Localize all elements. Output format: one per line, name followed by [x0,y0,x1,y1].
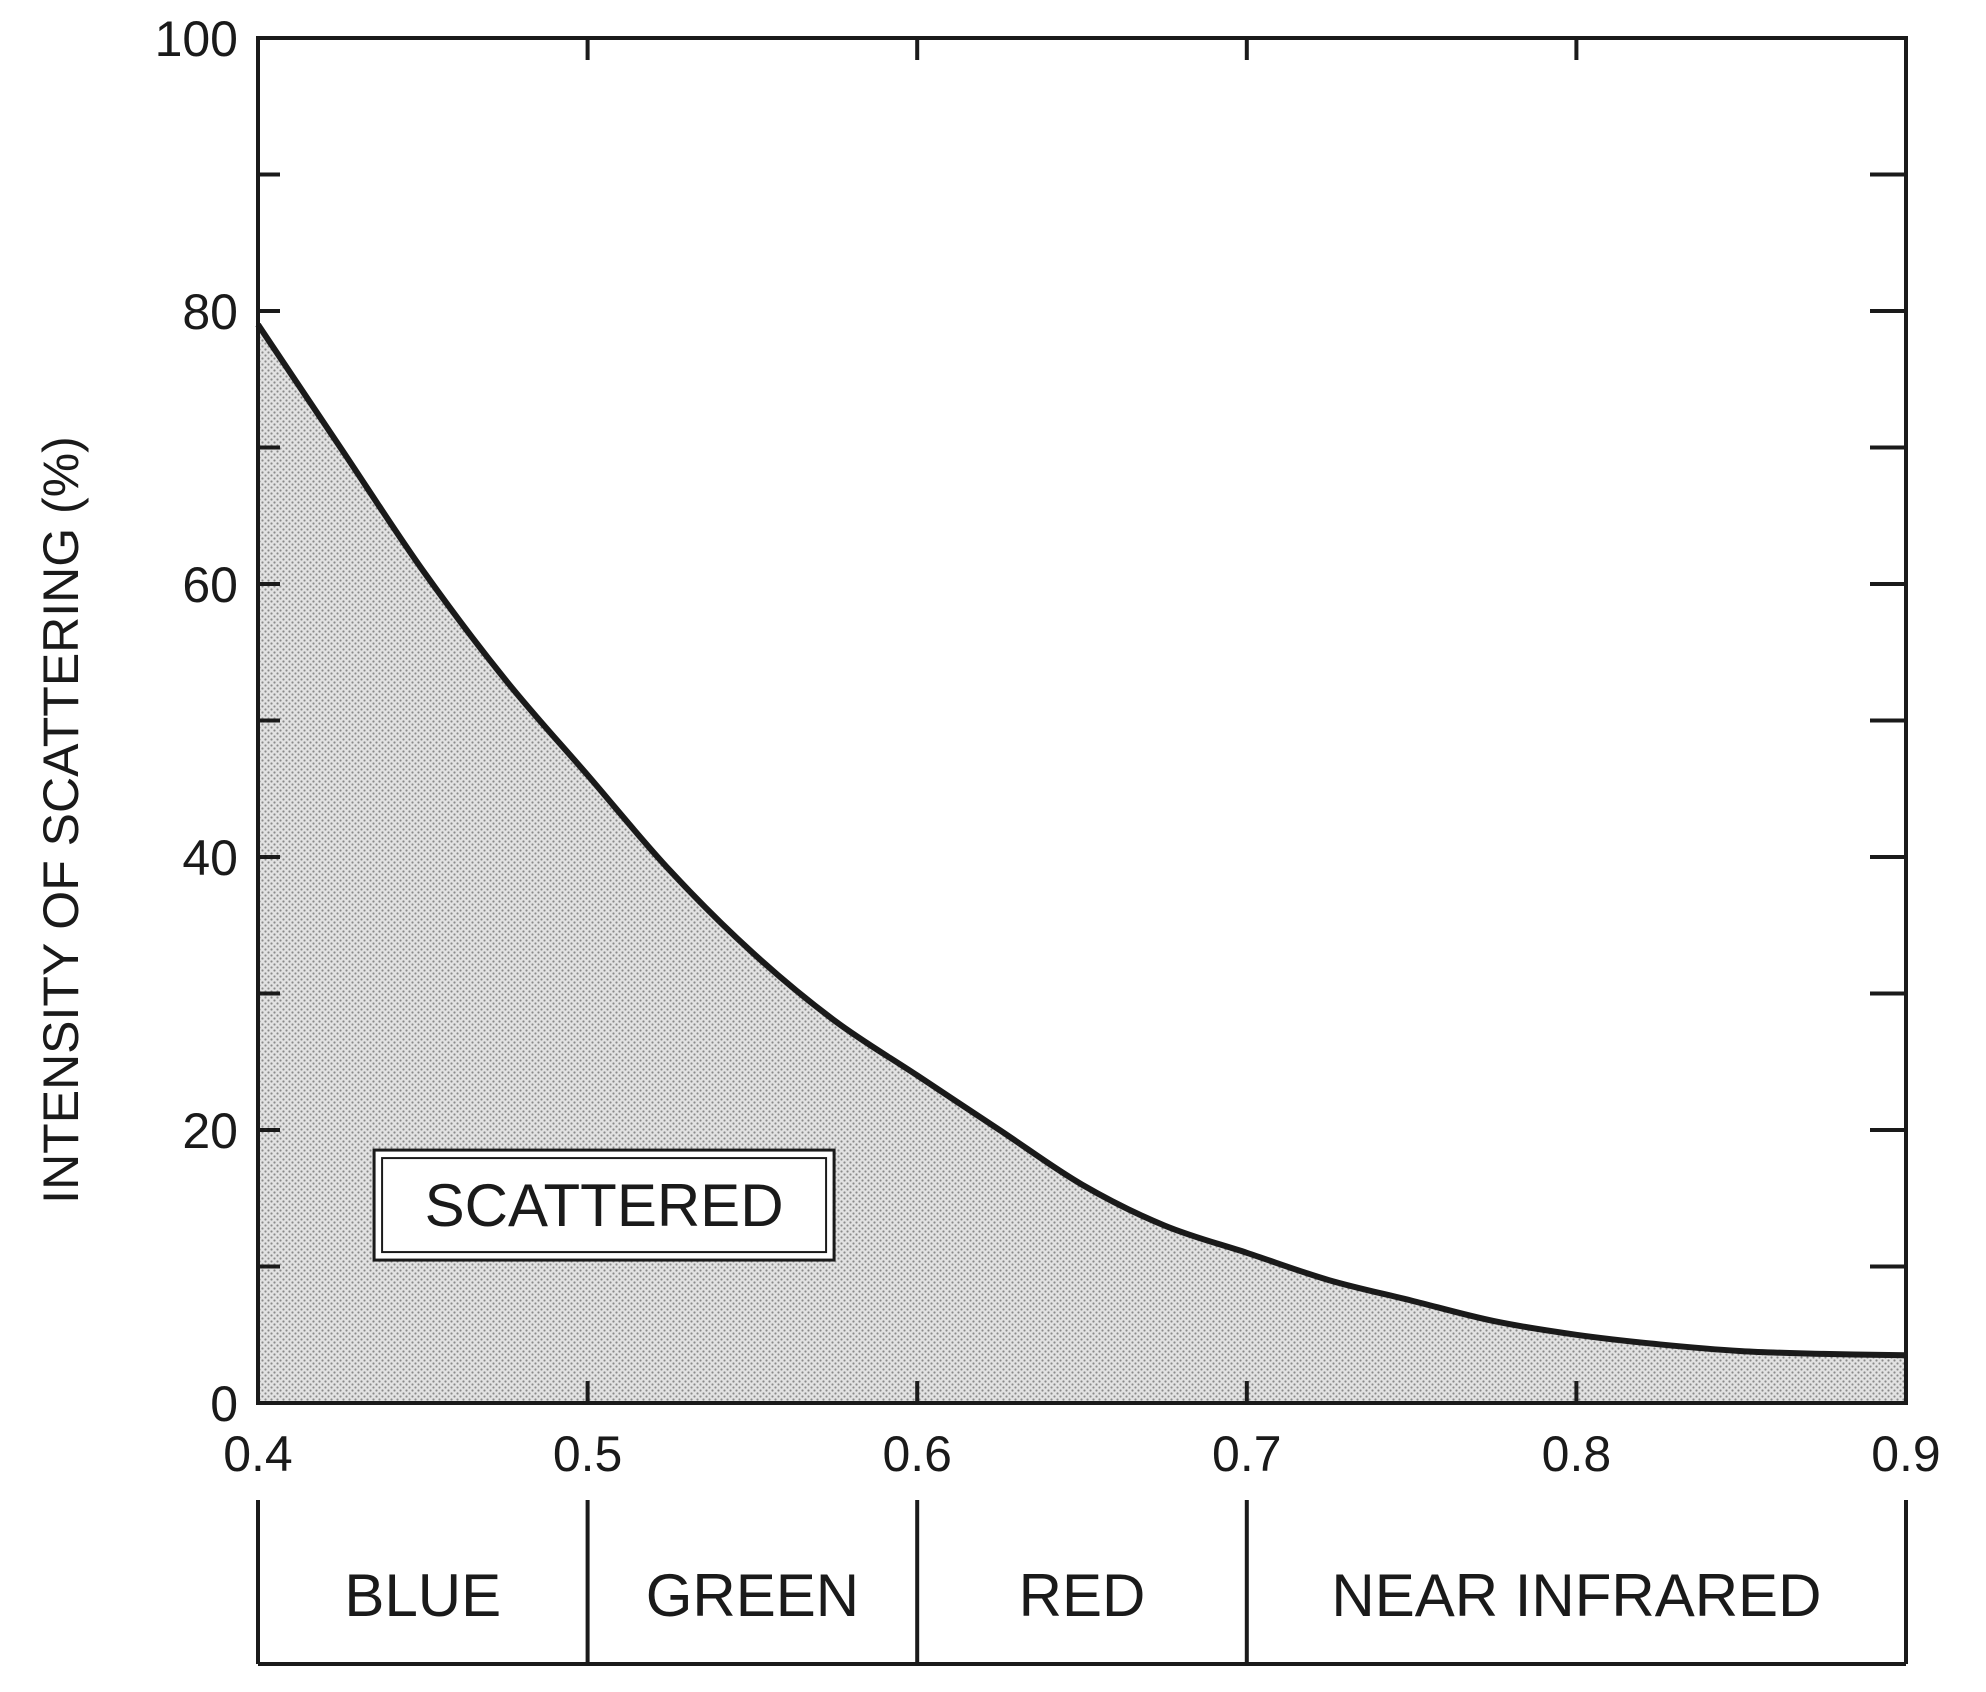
y-tick-label: 20 [182,1103,238,1159]
band-label: RED [1019,1562,1146,1629]
x-tick-label: 0.9 [1871,1426,1941,1482]
band-label: NEAR INFRARED [1331,1562,1821,1629]
y-tick-label: 0 [210,1376,238,1432]
band-label: GREEN [646,1562,859,1629]
y-axis-label: INTENSITY OF SCATTERING (%) [33,436,89,1204]
x-tick-label: 0.6 [882,1426,952,1482]
x-tick-label: 0.5 [553,1426,623,1482]
wavelength-bands: BLUE GREEN RED NEAR INFRARED [256,1500,1908,1666]
y-tick-label: 40 [182,830,238,886]
y-axis: 0 20 40 60 80 100 [155,11,1906,1432]
y-tick-label: 80 [182,284,238,340]
x-axis: 0.4 0.5 0.6 0.7 0.8 0.9 [223,38,1941,1482]
scattered-label-box [372,1148,836,1262]
y-tick-label: 100 [155,11,238,67]
scattering-curve [255,322,1907,1359]
scattered-label: SCATTERED [425,1172,784,1239]
scattered-annotation: SCATTERED [372,1148,836,1262]
x-tick-label: 0.8 [1542,1426,1612,1482]
band-label: BLUE [344,1562,501,1629]
y-tick-label: 60 [182,557,238,613]
scattered-area [258,324,1906,1404]
scattered-label-box-inner [381,1157,828,1254]
x-tick-label: 0.7 [1212,1426,1282,1482]
x-tick-label: 0.4 [223,1426,293,1482]
